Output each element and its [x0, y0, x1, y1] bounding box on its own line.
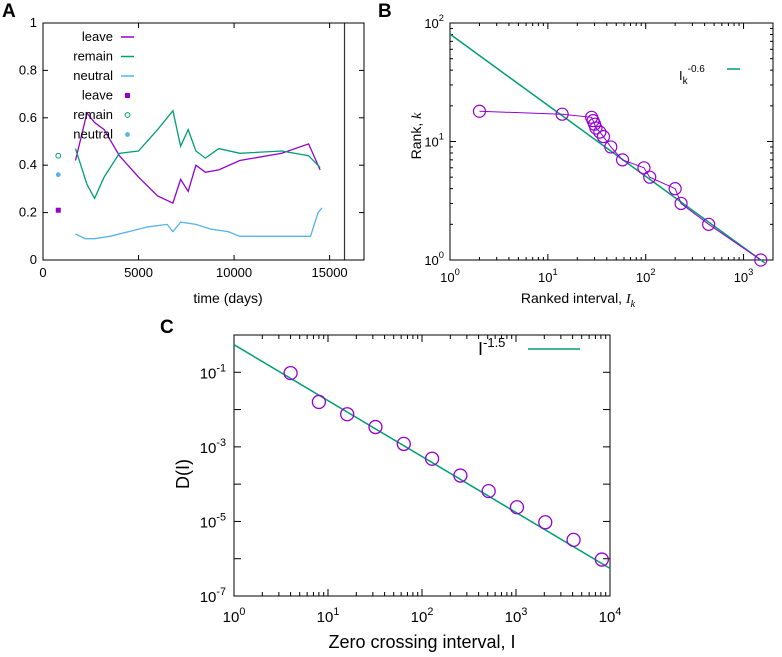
panel-c-legend: I-1.5 [478, 335, 580, 359]
panel-a-ytick-label: 0 [30, 252, 37, 267]
panel-b-legend-label: Ik-0.6 [679, 64, 705, 87]
panel-b-ytick-label: 102 [424, 13, 444, 31]
panel-b-point [589, 121, 603, 135]
panel-a-series-leave [74, 111, 321, 204]
panel-c-point [368, 419, 383, 435]
panel-c-point [453, 468, 468, 483]
panel-c-legend-label: I-1.5 [478, 335, 505, 359]
panel-a-xlabel: time (days) [193, 290, 262, 306]
panel-a-legend-label: remain [73, 107, 113, 122]
panel-a-legend-marker [124, 112, 131, 118]
panel-c-ytick-label: 10-5 [200, 511, 226, 531]
panel-b-point [643, 170, 657, 184]
panel-a-series-neutral [75, 207, 323, 240]
panel-a-legend: leave remain neutral leave remain neutral [73, 29, 134, 142]
panel-a-label: A [2, 1, 16, 22]
panel-b-point [674, 196, 688, 211]
panel-c-point [340, 407, 355, 422]
panel-b-point [593, 125, 607, 139]
panel-c-xlabel: Zero crossing interval, I [328, 632, 515, 652]
panel-b-point [668, 182, 682, 196]
panel-a-legend-label: remain [73, 49, 113, 64]
panel-c-xtick-label: 102 [411, 606, 434, 626]
panel-a-ytick-label: 0.8 [19, 62, 37, 77]
panel-b-xtick-label: 103 [734, 267, 754, 285]
panel-c-xtick-label: 100 [223, 606, 246, 626]
panel-b-point [637, 161, 651, 175]
panel-b-ytick-label: 100 [424, 250, 444, 268]
panel-c-xtick-label: 101 [317, 606, 340, 626]
panel-c-frame [233, 334, 611, 597]
panel-b-xlabel: Ranked interval, Ik [521, 290, 636, 310]
panel-a-point-remain [55, 152, 62, 159]
panel-a: A 0 0.2 0.4 0.6 0.8 1 0 5000 10000 15000 time (da… [2, 1, 365, 306]
panel-c-ytick-label: 10-1 [200, 362, 226, 382]
panel-c-ytick-label: 10-3 [200, 437, 226, 457]
panel-a-frame [42, 22, 365, 261]
panel-c-point [283, 365, 298, 381]
panel-b-point [604, 140, 618, 154]
panel-c-ytick-label: 10-7 [200, 586, 226, 606]
panel-b-ylabel: Rank, k [408, 112, 425, 159]
panel-b-point [555, 107, 569, 121]
panel-b-xtick-label: 100 [440, 267, 460, 285]
panel-a-xtick-label: 15000 [312, 265, 348, 280]
panel-c-point [424, 451, 440, 466]
panel-a-xtick-label: 5000 [124, 265, 153, 280]
panel-a-point-neutral [55, 172, 61, 178]
panel-c-xtick-label: 103 [505, 606, 528, 626]
panel-a-legend-label: leave [82, 29, 113, 44]
panel-c-xtick-label: 104 [599, 606, 622, 626]
panel-c-point [509, 500, 525, 515]
panel-c-point [594, 552, 610, 567]
panel-b-point [596, 129, 611, 144]
panel-a-xtick-label: 10000 [216, 265, 252, 280]
panel-a-ytick-label: 0.4 [19, 157, 37, 172]
panel-c-label: C [160, 317, 174, 338]
panel-b-fit-line [449, 33, 766, 264]
panel-a-legend-label: leave [82, 88, 113, 103]
panel-a-series-remain [74, 109, 321, 200]
panel-a-ytick-label: 0.2 [19, 205, 37, 220]
panel-a-point-leave [55, 207, 61, 213]
panel-b-point [754, 253, 768, 267]
panel-b-point [615, 153, 630, 167]
panel-a-ytick-label: 0.6 [19, 110, 37, 125]
panel-b-ytick-label: 101 [424, 132, 444, 150]
panel-b-label: B [378, 1, 392, 22]
panel-a-legend-label: neutral [73, 68, 113, 83]
panel-a-legend-marker [125, 132, 130, 137]
panel-b-point [702, 217, 716, 231]
panel-a-ytick-label: 1 [30, 15, 37, 30]
panel-c-point [481, 483, 496, 499]
panel-b-legend: Ik-0.6 [679, 64, 740, 87]
panel-b: B 100 101 102 103 100 101 102 Ranked interval,… [378, 1, 774, 310]
panel-c-point [396, 436, 411, 452]
panel-b-point [472, 104, 487, 118]
panel-a-legend-marker [125, 93, 130, 98]
panel-a-xtick-label: 0 [39, 265, 46, 280]
panel-c-point [566, 532, 581, 548]
panel-b-xtick-label: 102 [636, 267, 656, 285]
panel-b-xtick-label: 101 [538, 267, 558, 285]
panel-c: C 100 101 102 103 104 10-1 10-3 10-5 10-7 Zero c… [160, 317, 621, 652]
panel-a-legend-label: neutral [73, 127, 113, 142]
panel-b-data-line [479, 110, 762, 261]
panel-c-fit-line [233, 344, 611, 570]
panel-c-ylabel: D(I) [173, 459, 193, 489]
panel-c-point [538, 515, 553, 530]
panel-c-point [311, 394, 327, 410]
